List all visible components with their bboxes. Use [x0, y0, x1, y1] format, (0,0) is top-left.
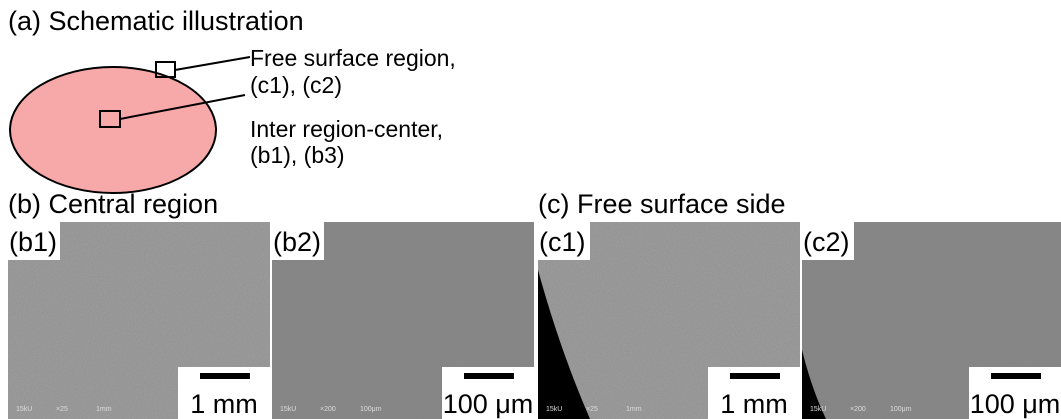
- region-label: (b1), (b3): [250, 142, 345, 168]
- scale-label: 100 μm: [443, 389, 534, 419]
- sem-info: 100μm: [360, 406, 382, 413]
- panel-label: (c2): [803, 227, 850, 257]
- sem-info: 100μm: [890, 406, 912, 413]
- section-title: (b) Central region: [8, 189, 218, 219]
- sem-info: 1mm: [96, 406, 112, 413]
- sample-ellipse: [10, 67, 216, 193]
- sem-info: ×200: [850, 406, 866, 413]
- scale-label: 100 μm: [970, 389, 1061, 419]
- figure: (a) Schematic illustration Free surface …: [0, 0, 1061, 419]
- section-title: (a) Schematic illustration: [8, 6, 304, 36]
- region-label: Inter region-center,: [250, 116, 443, 142]
- panel-label: (b1): [9, 227, 57, 257]
- scale-bar: [200, 373, 250, 379]
- sem-info: 15kU: [16, 406, 32, 413]
- panel-label: (c1): [539, 227, 586, 257]
- region-label: (c1), (c2): [250, 72, 342, 98]
- sem-info: 1mm: [626, 406, 642, 413]
- sem-info: 15kU: [546, 406, 562, 413]
- sem-info: ×25: [586, 406, 598, 413]
- panel-label: (b2): [273, 227, 321, 257]
- scale-bar: [464, 373, 514, 379]
- leader-line: [175, 57, 250, 70]
- scale-bar: [730, 373, 780, 379]
- scale-label: 1 mm: [190, 389, 258, 419]
- sem-info: 15kU: [810, 406, 826, 413]
- section-title: (c) Free surface side: [538, 189, 786, 219]
- scale-bar: [991, 373, 1041, 379]
- sem-info: ×200: [320, 406, 336, 413]
- sem-info: ×25: [56, 406, 68, 413]
- region-label: Free surface region,: [250, 45, 456, 71]
- scale-label: 1 mm: [720, 389, 788, 419]
- sem-info: 15kU: [280, 406, 296, 413]
